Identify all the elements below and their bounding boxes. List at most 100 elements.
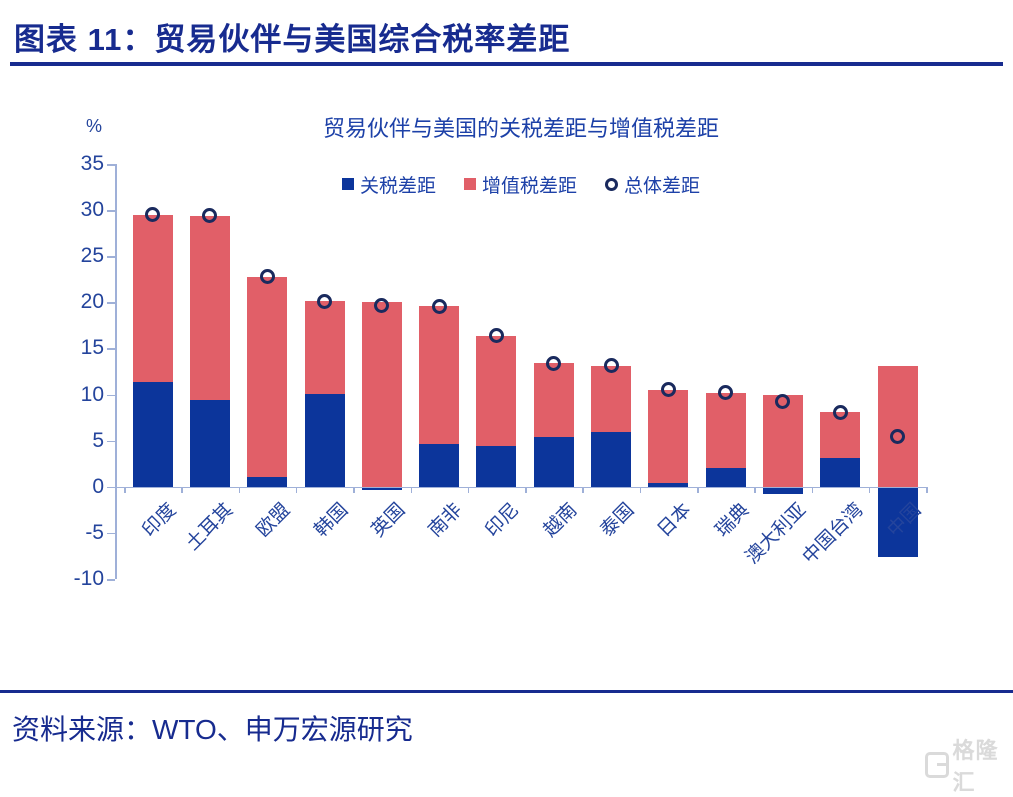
x-axis-line: [115, 486, 928, 489]
vat-bar-英国: [361, 302, 402, 487]
y-axis-tick: [107, 256, 115, 258]
y-tick-label-20: 20: [80, 290, 104, 314]
legend-label-total-gap: 总体差距: [624, 175, 701, 197]
x-axis-label-土耳其: 土耳其: [182, 499, 238, 555]
y-tick-label-5: 5: [92, 428, 104, 452]
y-axis-tick: [107, 394, 115, 397]
footer-divider: [0, 690, 1013, 693]
x-axis-tick: [811, 486, 814, 493]
tariff-bar-欧盟: [247, 476, 288, 487]
x-axis-label-中国台湾: 中国台湾: [799, 499, 868, 569]
total-gap-marker-日本: [660, 382, 676, 398]
watermark: 格隆汇: [925, 733, 1013, 797]
tariff-bar-越南: [533, 437, 574, 487]
vat-bar-瑞典: [705, 392, 746, 469]
vat-bar-印度: [132, 214, 173, 382]
total-gap-marker-土耳其: [202, 208, 218, 224]
y-axis-tick: [107, 210, 115, 212]
legend-label-tariff-gap: 关税差距: [359, 175, 436, 197]
plot-area: 印度 土耳其 欧盟 韩国 英国 南非 印尼 越南 泰国 日本 瑞典 澳大利亚 中国台湾 中国 35 30 25 2…: [73, 152, 928, 591]
tariff-bar-南非: [419, 444, 460, 487]
vat-bar-中国台湾: [820, 412, 861, 459]
vat-bar-南非: [419, 306, 460, 445]
x-axis-label-南非: 南非: [424, 499, 467, 542]
vat-bar-土耳其: [189, 215, 230, 401]
x-axis-tick: [525, 486, 527, 493]
x-axis-tick: [238, 486, 241, 493]
x-axis-label-韩国: 韩国: [310, 499, 352, 542]
page-title: 图表 11：贸易伙伴与美国综合税率差距: [14, 22, 571, 57]
y-tick-label-15: 15: [80, 336, 104, 360]
tariff-bar-泰国: [591, 432, 632, 487]
x-axis-label-越南: 越南: [539, 499, 582, 542]
y-axis-tick: [107, 348, 115, 350]
y-tick-label-35: 35: [80, 152, 104, 176]
x-axis-tick: [181, 486, 183, 493]
legend-item-tariff-gap: 关税差距: [341, 171, 436, 198]
y-tick-label--10: -10: [73, 567, 104, 591]
total-gap-marker-越南: [546, 355, 562, 371]
y-axis-tick: [107, 440, 115, 443]
y-axis-unit-label: %: [86, 116, 103, 136]
vat-bar-韩国: [304, 301, 345, 394]
y-axis-tick: [107, 532, 115, 535]
x-axis-tick: [582, 486, 584, 493]
x-axis-tick: [926, 486, 928, 493]
vat-gap-swatch-icon: [463, 178, 476, 190]
tariff-bar-印尼: [476, 446, 517, 487]
x-axis-label-澳大利亚: 澳大利亚: [741, 499, 811, 569]
x-axis-tick: [754, 486, 756, 493]
vat-bar-印尼: [476, 335, 517, 447]
vat-bar-日本: [648, 389, 689, 484]
total-gap-marker-澳大利亚: [775, 394, 791, 410]
tariff-bar-土耳其: [189, 400, 230, 487]
x-axis-tick: [410, 486, 412, 493]
y-tick-label--5: -5: [85, 520, 104, 544]
legend-label-vat-gap: 增值税差距: [481, 175, 577, 197]
chart-title: 贸易伙伴与美国的关税差距与增值税差距: [322, 116, 719, 141]
total-gap-marker-中国: [890, 428, 906, 444]
total-gap-marker-南非: [431, 298, 447, 314]
title-underline: [10, 62, 1003, 66]
total-gap-marker-印度: [145, 207, 161, 223]
source-note: 资料来源：WTO、申万宏源研究: [12, 714, 413, 745]
x-axis-label-英国: 英国: [367, 499, 410, 542]
x-axis-label-欧盟: 欧盟: [252, 499, 295, 542]
vat-bar-澳大利亚: [762, 394, 803, 487]
x-axis-label-日本: 日本: [654, 499, 696, 542]
x-axis-tick: [467, 486, 470, 493]
x-axis-label-印度: 印度: [138, 499, 181, 542]
watermark-logo-icon: [925, 752, 949, 778]
y-tick-label-0: 0: [92, 474, 104, 498]
total-gap-marker-印尼: [488, 328, 504, 344]
x-axis-label-泰国: 泰国: [596, 499, 639, 542]
y-axis-tick: [107, 302, 115, 304]
total-gap-ring-icon: [605, 177, 618, 191]
tariff-bar-澳大利亚: [762, 486, 803, 495]
watermark-text: 格隆汇: [952, 738, 999, 795]
x-axis-tick: [639, 486, 642, 493]
total-gap-marker-泰国: [603, 358, 619, 374]
tariff-bar-中国台湾: [820, 458, 861, 487]
tariff-bar-瑞典: [705, 468, 746, 487]
y-axis-line: [115, 164, 117, 579]
chart-legend: 关税差距 增值税差距 总体差距: [115, 171, 927, 197]
x-axis-tick: [697, 486, 699, 493]
y-axis-tick: [107, 164, 115, 166]
x-axis-tick: [353, 486, 355, 493]
tariff-gap-swatch-icon: [341, 178, 354, 190]
total-gap-marker-韩国: [317, 293, 333, 309]
x-axis-tick: [124, 486, 126, 493]
vat-bar-越南: [533, 363, 574, 437]
legend-item-total-gap: 总体差距: [605, 171, 700, 198]
total-gap-marker-中国台湾: [832, 404, 848, 420]
legend-item-vat-gap: 增值税差距: [463, 171, 577, 198]
tariff-bar-韩国: [304, 393, 345, 487]
total-gap-marker-瑞典: [718, 385, 734, 401]
y-tick-label-30: 30: [80, 198, 104, 222]
total-gap-marker-英国: [374, 297, 390, 313]
x-axis-label-印尼: 印尼: [482, 499, 524, 542]
y-tick-label-10: 10: [80, 382, 104, 406]
y-axis-tick: [107, 486, 115, 489]
y-axis-tick: [107, 579, 115, 581]
